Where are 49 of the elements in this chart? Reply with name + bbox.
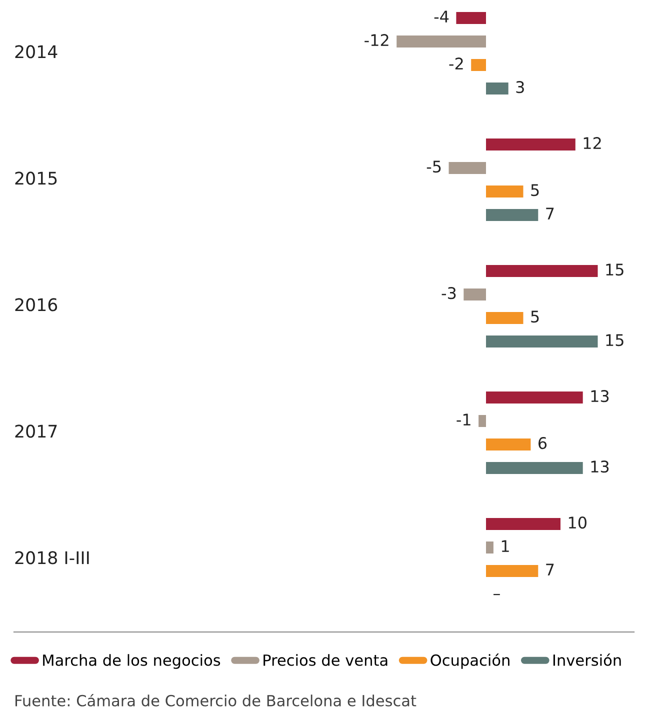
bar <box>486 82 508 94</box>
data-label: 7 <box>546 564 554 576</box>
data-label: 6 <box>538 437 547 450</box>
data-label: 3 <box>516 81 524 94</box>
bar <box>464 288 486 300</box>
bar <box>486 565 538 577</box>
bar <box>396 36 486 48</box>
bar <box>486 336 598 348</box>
data-label: -1 <box>456 414 470 426</box>
source-note: Fuente: Cámara de Comercio de Barcelona e Idescat <box>16 694 416 706</box>
y-tick-label: 2015 <box>15 172 57 185</box>
text: – <box>493 594 500 596</box>
data-label: -3 <box>442 287 456 300</box>
bar <box>486 186 524 198</box>
legend-label: Marcha de los negocios <box>43 654 220 669</box>
bar <box>486 265 598 277</box>
bar <box>478 415 486 427</box>
bar <box>448 162 486 174</box>
y-tick-label: 2018 I-III <box>15 551 89 564</box>
data-label: -2 <box>449 58 463 70</box>
data-label: -12 <box>364 34 388 46</box>
legend-label: Precios de venta <box>264 654 388 666</box>
data-label: 12 <box>584 137 601 149</box>
bar <box>471 59 486 71</box>
bar <box>486 518 560 530</box>
data-label: -5 <box>426 160 441 173</box>
bar <box>486 392 583 404</box>
legend-label: Inversión <box>553 653 621 666</box>
data-label: 5 <box>531 310 539 323</box>
bar <box>486 209 538 221</box>
y-tick-label: 2016 <box>15 298 58 312</box>
data-label: 15 <box>606 334 624 346</box>
bar <box>486 438 531 450</box>
data-label: 13 <box>591 460 609 473</box>
y-tick-label: 2014 <box>15 45 58 58</box>
data-label: 5 <box>531 184 539 196</box>
bar <box>456 12 486 24</box>
data-label: 7 <box>546 208 554 220</box>
data-label: 10 <box>568 516 586 529</box>
bar <box>486 462 583 474</box>
bar <box>486 312 524 324</box>
bar <box>486 138 576 150</box>
data-label: 15 <box>606 264 624 276</box>
legend-label: Ocupación <box>430 653 510 669</box>
data-label: 1 <box>502 540 509 552</box>
data-label: -4 <box>434 10 449 22</box>
data-label: 13 <box>591 390 609 402</box>
y-tick-label: 2017 <box>15 424 57 438</box>
bar <box>486 542 494 554</box>
